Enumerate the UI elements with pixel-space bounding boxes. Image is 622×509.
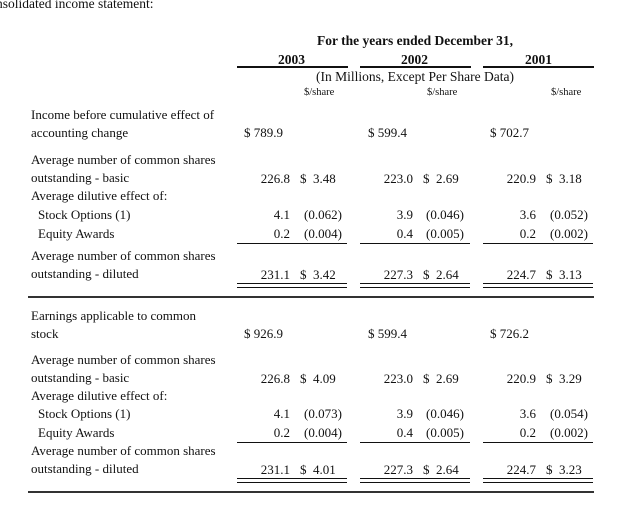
unit-note: (In Millions, Except Per Share Data) <box>316 69 514 84</box>
earnings-label-line1: Earnings applicable to common <box>31 308 196 323</box>
stock-options-shares-2003: 4.1 <box>273 406 290 421</box>
subtotal-rule-2001 <box>483 442 593 443</box>
diluted-label-line2: outstanding - diluted <box>31 266 139 281</box>
year-underline-2001 <box>483 66 594 68</box>
diluted-eps-2001: $ 3.23 <box>546 462 582 477</box>
equity-awards-eps-2003: (0.004) <box>304 425 342 440</box>
basic-shares-2001: 220.9 <box>506 171 536 186</box>
stock-options-eps-2001: (0.054) <box>550 406 588 421</box>
basic-eps-2002: $ 2.69 <box>423 171 459 186</box>
equity-awards-eps-2002: (0.005) <box>426 425 464 440</box>
total-double-rule-2003 <box>237 283 347 288</box>
subtotal-rule-2001 <box>483 243 593 244</box>
income-2001: $ 702.7 <box>490 125 529 140</box>
section-separator <box>28 296 594 298</box>
per-share-label-2003: $/share <box>304 87 335 98</box>
basic-label-line2: outstanding - basic <box>31 170 130 185</box>
earnings-label-line2: stock <box>31 326 59 341</box>
bottom-rule <box>28 491 594 493</box>
total-double-rule-2002 <box>360 478 470 483</box>
equity-awards-eps-2001: (0.002) <box>550 226 588 241</box>
equity-awards-shares-2001: 0.2 <box>519 226 536 241</box>
subtotal-rule-2002 <box>360 442 470 443</box>
equity-awards-shares-2003: 0.2 <box>273 425 290 440</box>
income-2003: $ 789.9 <box>244 125 283 140</box>
subtotal-rule-2002 <box>360 243 470 244</box>
stock-options-eps-2003: (0.073) <box>304 406 342 421</box>
basic-shares-2002: 223.0 <box>383 371 413 386</box>
stock-options-label: Stock Options (1) <box>38 207 131 222</box>
basic-shares-2003: 226.8 <box>260 171 290 186</box>
year-2003: 2003 <box>278 52 305 67</box>
stock-options-shares-2001: 3.6 <box>519 207 536 222</box>
diluted-shares-2003: 231.1 <box>260 462 290 477</box>
intro-text: nsolidated income statement: <box>0 0 154 11</box>
income-2002: $ 599.4 <box>368 125 407 140</box>
diluted-shares-2003: 231.1 <box>260 267 290 282</box>
diluted-label-line1: Average number of common shares <box>31 248 216 263</box>
diluted-label-line2: outstanding - diluted <box>31 461 139 476</box>
diluted-eps-2003: $ 4.01 <box>300 462 336 477</box>
diluted-eps-2002: $ 2.64 <box>423 462 459 477</box>
earnings-2002: $ 599.4 <box>368 326 407 341</box>
equity-awards-eps-2001: (0.002) <box>550 425 588 440</box>
basic-eps-2003: $ 3.48 <box>300 171 336 186</box>
basic-label-line1: Average number of common shares <box>31 352 216 367</box>
year-underline-2002 <box>360 66 471 68</box>
equity-awards-label: Equity Awards <box>38 226 115 241</box>
total-double-rule-2002 <box>360 283 470 288</box>
basic-shares-2002: 223.0 <box>383 171 413 186</box>
stock-options-shares-2001: 3.6 <box>519 406 536 421</box>
equity-awards-eps-2002: (0.005) <box>426 226 464 241</box>
equity-awards-shares-2002: 0.4 <box>396 425 413 440</box>
earnings-2001: $ 726.2 <box>490 326 529 341</box>
diluted-shares-2001: 224.7 <box>506 462 536 477</box>
stock-options-label: Stock Options (1) <box>38 406 131 421</box>
per-share-label-2001: $/share <box>551 87 582 98</box>
equity-awards-shares-2001: 0.2 <box>519 425 536 440</box>
equity-awards-label: Equity Awards <box>38 425 115 440</box>
basic-label-line2: outstanding - basic <box>31 370 130 385</box>
diluted-shares-2002: 227.3 <box>383 462 413 477</box>
income-label-line1: Income before cumulative effect of <box>31 107 215 122</box>
equity-awards-shares-2002: 0.4 <box>396 226 413 241</box>
basic-eps-2003: $ 4.09 <box>300 371 336 386</box>
stock-options-eps-2001: (0.052) <box>550 207 588 222</box>
stock-options-eps-2002: (0.046) <box>426 406 464 421</box>
diluted-eps-2003: $ 3.42 <box>300 267 336 282</box>
stock-options-shares-2002: 3.9 <box>396 406 413 421</box>
year-2002: 2002 <box>401 52 428 67</box>
equity-awards-shares-2003: 0.2 <box>273 226 290 241</box>
basic-eps-2002: $ 2.69 <box>423 371 459 386</box>
total-double-rule-2001 <box>483 478 593 483</box>
total-double-rule-2001 <box>483 283 593 288</box>
diluted-eps-2001: $ 3.13 <box>546 267 582 282</box>
stock-options-eps-2002: (0.046) <box>426 207 464 222</box>
total-double-rule-2003 <box>237 478 347 483</box>
stock-options-eps-2003: (0.062) <box>304 207 342 222</box>
subtotal-rule-2003 <box>237 442 347 443</box>
stock-options-shares-2003: 4.1 <box>273 207 290 222</box>
diluted-label-line1: Average number of common shares <box>31 443 216 458</box>
basic-eps-2001: $ 3.18 <box>546 171 582 186</box>
basic-shares-2001: 220.9 <box>506 371 536 386</box>
dilutive-label: Average dilutive effect of: <box>31 388 168 403</box>
diluted-shares-2001: 224.7 <box>506 267 536 282</box>
basic-eps-2001: $ 3.29 <box>546 371 582 386</box>
equity-awards-eps-2003: (0.004) <box>304 226 342 241</box>
diluted-shares-2002: 227.3 <box>383 267 413 282</box>
per-share-label-2002: $/share <box>427 87 458 98</box>
subtotal-rule-2003 <box>237 243 347 244</box>
year-2001: 2001 <box>525 52 552 67</box>
basic-shares-2003: 226.8 <box>260 371 290 386</box>
income-label-line2: accounting change <box>31 125 129 140</box>
basic-label-line1: Average number of common shares <box>31 152 216 167</box>
dilutive-label: Average dilutive effect of: <box>31 188 168 203</box>
diluted-eps-2002: $ 2.64 <box>423 267 459 282</box>
period-title: For the years ended December 31, <box>317 33 513 48</box>
year-underline-2003 <box>237 66 348 68</box>
stock-options-shares-2002: 3.9 <box>396 207 413 222</box>
earnings-2003: $ 926.9 <box>244 326 283 341</box>
